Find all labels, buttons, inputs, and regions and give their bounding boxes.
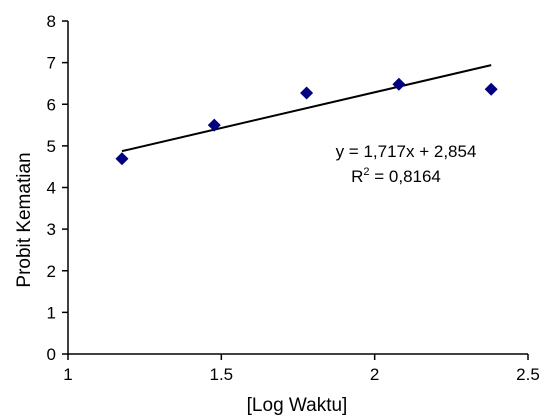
- x-tick-label: 2: [370, 365, 379, 384]
- data-point: [484, 82, 498, 96]
- y-tick-label: 5: [47, 137, 56, 156]
- trendline: [121, 64, 492, 153]
- r-squared-label: R2 = 0,8164: [351, 166, 441, 186]
- y-tick-label: 6: [47, 95, 56, 114]
- y-tick-label: 3: [47, 220, 56, 239]
- y-tick-label: 0: [47, 345, 56, 364]
- data-point: [392, 77, 406, 91]
- data-point: [207, 118, 221, 132]
- axes: [67, 21, 528, 355]
- y-ticks: 0 1 2 3 4 5 6 7 8: [47, 12, 68, 364]
- y-tick-label: 7: [47, 54, 56, 73]
- data-point: [115, 152, 129, 166]
- y-tick-label: 8: [47, 12, 56, 31]
- r-squared-value: = 0,8164: [370, 167, 441, 186]
- trendline-group: [121, 64, 492, 153]
- x-tick-label: 1: [63, 365, 72, 384]
- y-tick-label: 4: [47, 179, 56, 198]
- x-ticks: 1 1.5 2 2.5: [63, 354, 540, 384]
- y-tick-label: 2: [47, 262, 56, 281]
- data-points: [115, 77, 498, 166]
- y-axis-title: Probit Kematian: [14, 152, 35, 287]
- y-tick-label: 1: [47, 303, 56, 322]
- x-tick-label: 1.5: [210, 365, 234, 384]
- data-point: [300, 86, 314, 100]
- trendline-equation: y = 1,717x + 2,854: [336, 142, 477, 161]
- x-axis-title: [Log Waktu]: [247, 395, 348, 416]
- r-squared-symbol: R: [351, 167, 363, 186]
- r-squared-superscript: 2: [363, 166, 369, 178]
- x-tick-label: 2.5: [516, 365, 540, 384]
